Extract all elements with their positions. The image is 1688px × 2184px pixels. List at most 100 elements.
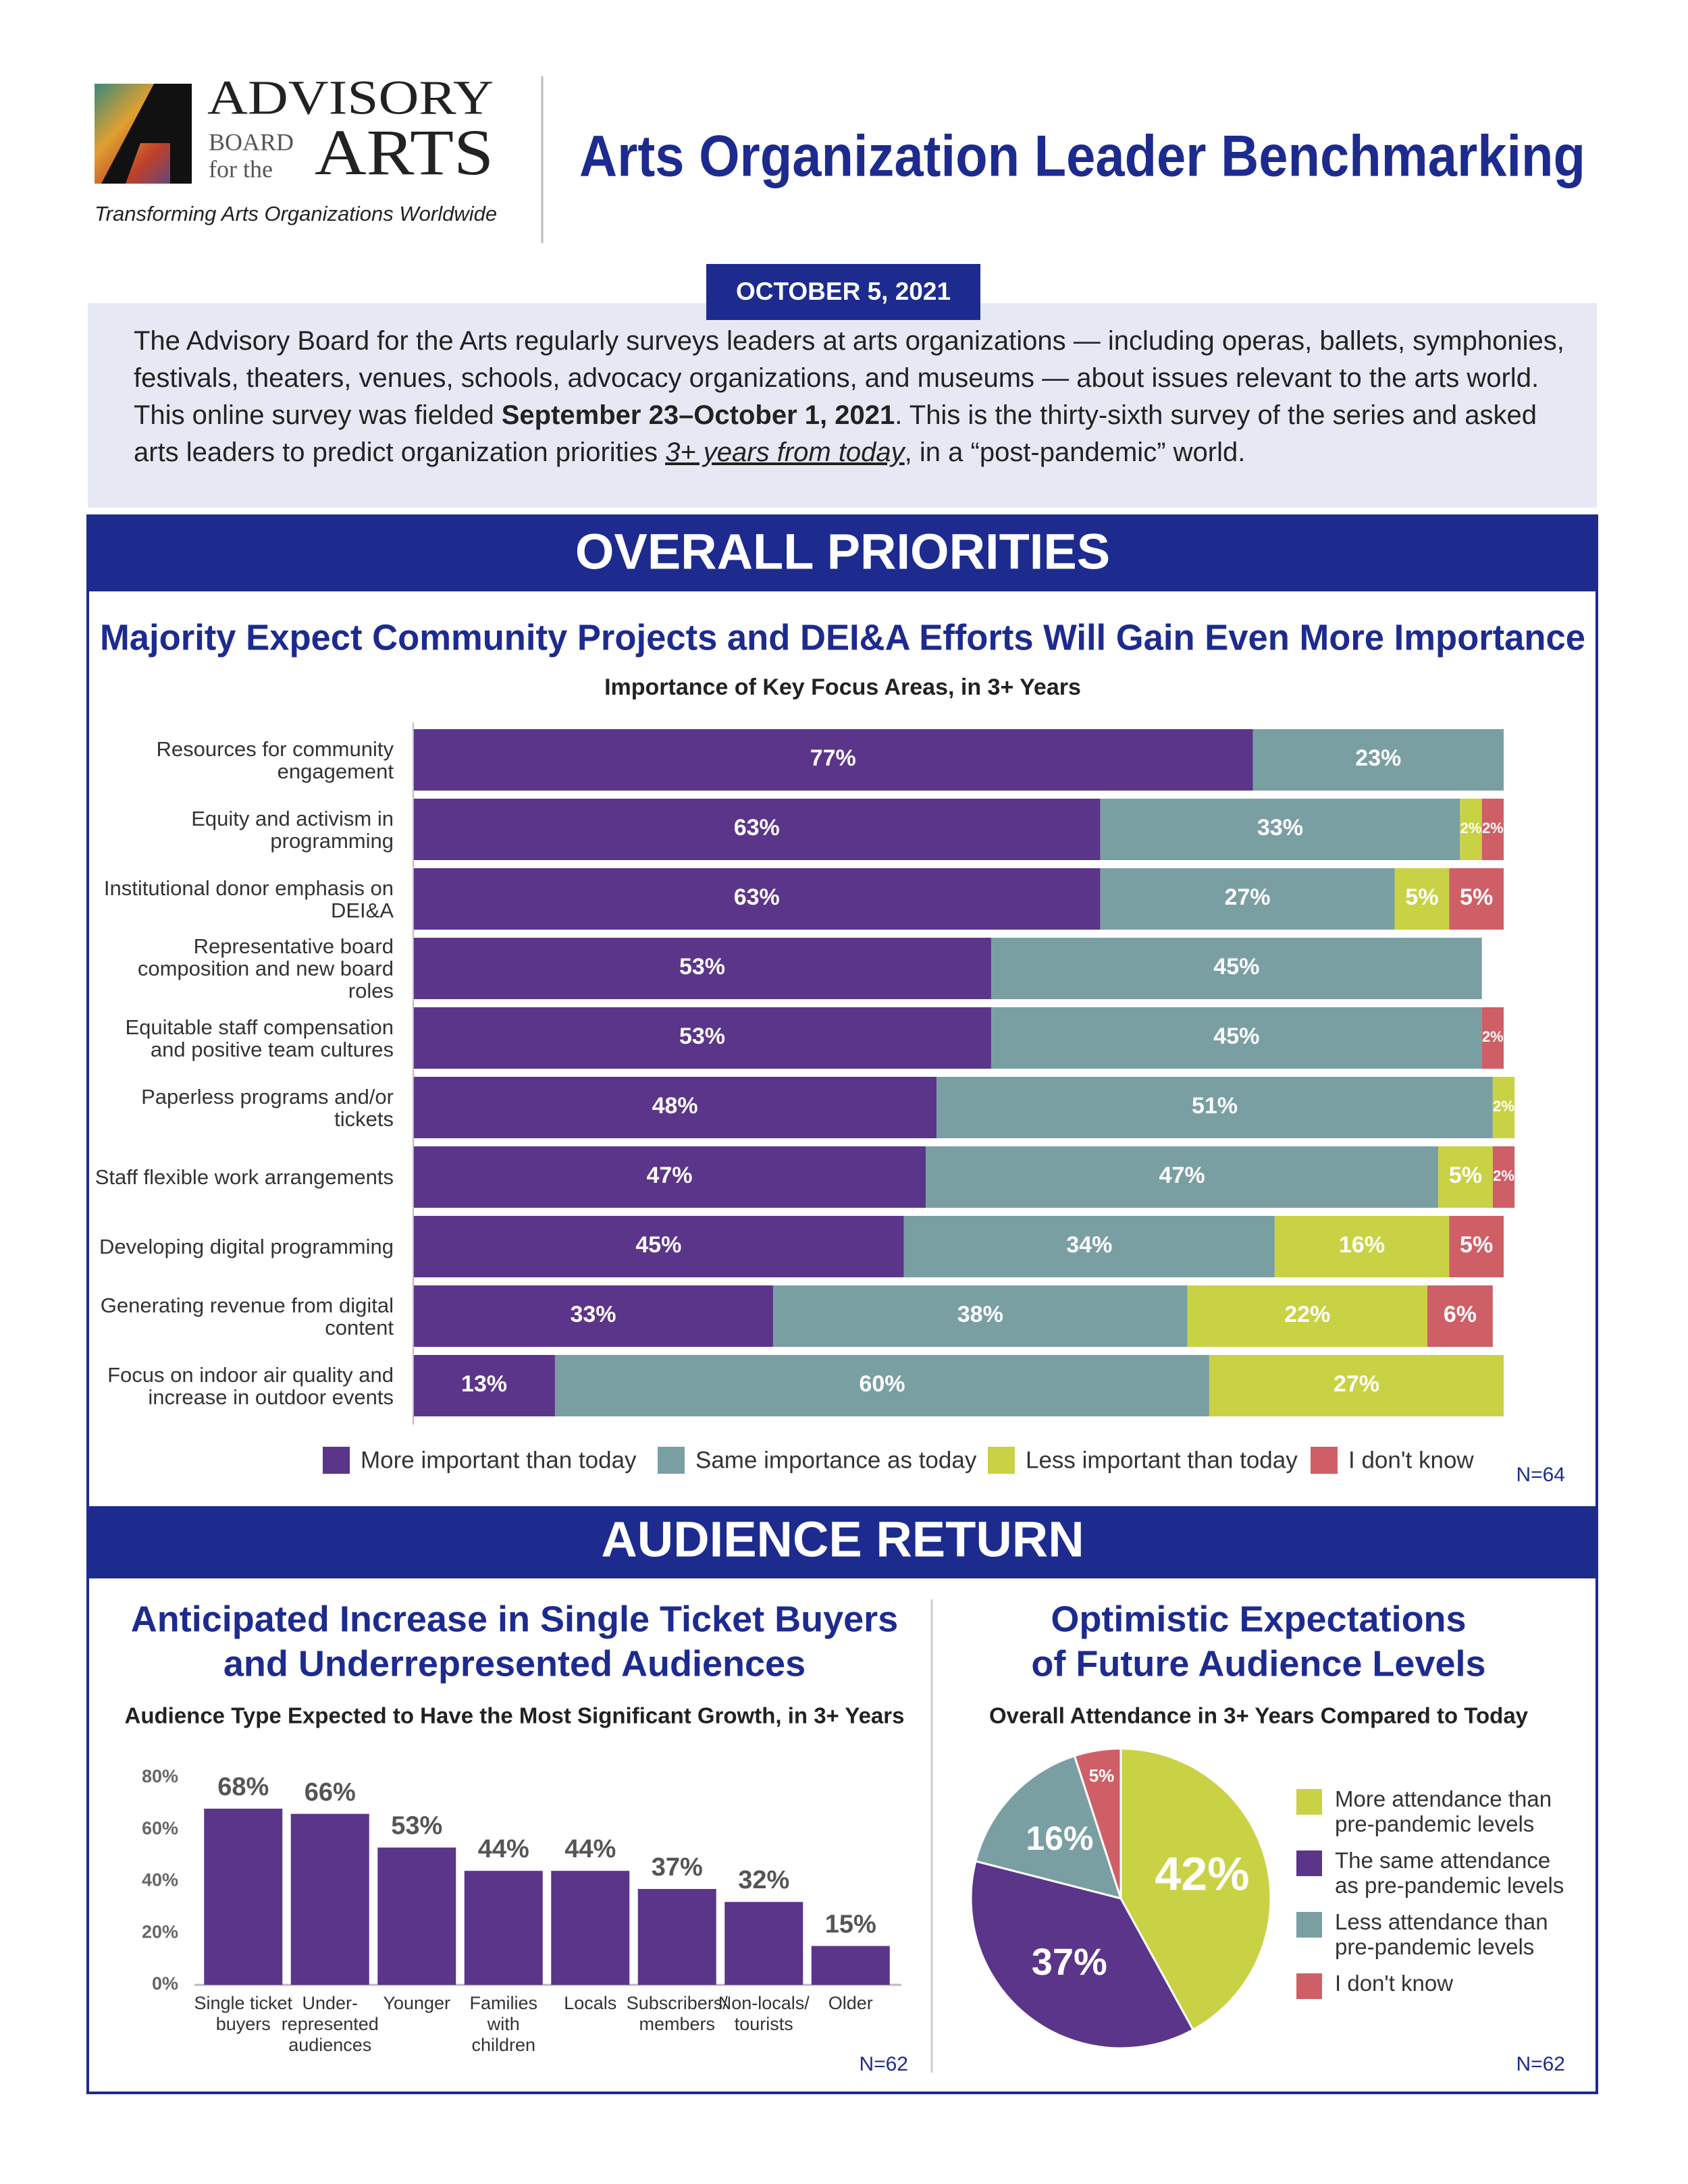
value-label: 38% (957, 1302, 1003, 1327)
bar-segment (413, 938, 991, 999)
chart-title: and Underrepresented Audiences (223, 1643, 806, 1684)
bar-segment (772, 1285, 1188, 1347)
value-label: 53% (679, 1023, 725, 1049)
note: N=62 (1516, 2053, 1565, 2075)
x-tick-label: Families with children (469, 1993, 537, 2055)
content-frame (86, 514, 1598, 2094)
value-label: 47% (1159, 1163, 1205, 1188)
bar-segment (554, 1355, 1209, 1416)
bar (551, 1871, 630, 1985)
bar-segment (1394, 868, 1450, 930)
bar-segment (1427, 1285, 1493, 1347)
intro-text: The Advisory Board for the Arts regularl… (134, 326, 1564, 430)
value-label: 37% (652, 1853, 703, 1882)
bar-segment (1438, 1146, 1493, 1208)
bar (377, 1847, 456, 1985)
value-label: 33% (570, 1302, 616, 1327)
intro: The Advisory Board for the Arts regularl… (134, 323, 1579, 471)
legend-label: I don't know (1335, 1971, 1454, 1996)
y-tick-label: Equitable staff compensation and positiv… (125, 1015, 394, 1061)
value-label: 42% (1155, 1848, 1249, 1900)
intro-text: . This is the thirty-sixth survey of the… (134, 400, 1537, 467)
intro-text: , in a “post-pandemic” world. (904, 437, 1246, 467)
bar-segment (937, 1077, 1493, 1138)
bar-segment (413, 1216, 904, 1277)
bar (811, 1946, 890, 1985)
logo-a (101, 84, 192, 184)
pie-slice (1073, 1747, 1122, 1899)
legend-label: Same importance as today (695, 1447, 977, 1473)
value-label: 47% (646, 1163, 692, 1188)
bar-segment (1100, 799, 1460, 860)
bar-segment (413, 868, 1101, 930)
bar-segment (903, 1216, 1275, 1277)
bar-segment (413, 1007, 991, 1069)
legend-label: The same attendance as pre-pandemic leve… (1335, 1848, 1564, 1898)
value-label: 66% (305, 1778, 356, 1807)
bar-segment (413, 1146, 926, 1208)
legend-label: I don't know (1348, 1447, 1474, 1473)
intro-background (88, 303, 1597, 508)
logo-text: BOARD (209, 128, 294, 155)
date-box (706, 264, 980, 320)
y-tick-label: Representative board composition and new… (137, 934, 394, 1003)
y-tick-label: 80% (142, 1766, 178, 1786)
value-label: 5% (1449, 1163, 1482, 1188)
intro-text: 3+ years from today (665, 437, 905, 467)
value-label: 2% (1482, 820, 1504, 836)
bar-segment (1187, 1285, 1427, 1347)
logo-text: ARTS (315, 116, 494, 188)
pie-slice (974, 1754, 1123, 1900)
pie-slice (970, 1859, 1194, 2050)
x-tick-label: Non-locals/ tourists (718, 1993, 810, 2034)
y-tick-label: Generating revenue from digital content (100, 1293, 394, 1339)
x-tick-label: Younger (383, 1993, 451, 2013)
chart-subtitle: Audience Type Expected to Have the Most … (125, 1703, 905, 1728)
section-title: OVERALL PRIORITIES (575, 524, 1110, 580)
value-label: 2% (1460, 820, 1482, 836)
y-tick-label: 60% (142, 1818, 178, 1838)
bar-segment (1481, 1007, 1504, 1069)
legend-swatch (1311, 1447, 1338, 1474)
value-label: 6% (1444, 1302, 1477, 1327)
bar-segment (1252, 729, 1504, 791)
chart-title: of Future Audience Levels (1031, 1643, 1485, 1684)
chart-title: Anticipated Increase in Single Ticket Bu… (131, 1599, 898, 1639)
y-tick-label: Institutional donor emphasis on DEI&A (103, 876, 394, 922)
value-label: 63% (734, 815, 780, 841)
bar-segment (413, 1355, 555, 1416)
chart-title: Optimistic Expectations (1051, 1599, 1466, 1639)
bar-segment (1100, 868, 1395, 930)
legend-swatch (1296, 1850, 1322, 1876)
bar (464, 1871, 543, 1985)
bar-segment (413, 729, 1253, 791)
value-label: 77% (810, 745, 856, 771)
bar-segment (413, 1285, 773, 1347)
x-tick-label: Under-represented audiences (281, 1993, 379, 2055)
chart-title: Majority Expect Community Projects and D… (100, 617, 1585, 658)
legend-swatch (323, 1447, 350, 1474)
y-tick-label: 0% (152, 1973, 178, 1994)
legend-label: More attendance than pre-pandemic levels (1335, 1786, 1552, 1836)
value-label: 16% (1339, 1232, 1385, 1258)
y-tick-label: Resources for community engagement (156, 737, 394, 783)
value-label: 5% (1405, 884, 1438, 910)
value-label: 5% (1460, 1232, 1493, 1258)
bar-segment (1460, 799, 1482, 860)
legend-swatch (1296, 1912, 1322, 1938)
bar-segment (1492, 1146, 1515, 1208)
value-label: 48% (652, 1093, 698, 1119)
note: N=64 (1516, 1464, 1565, 1486)
legend-swatch (1296, 1973, 1322, 1999)
value-label: 60% (859, 1371, 905, 1397)
page-title: Arts Organization Leader Benchmarking (579, 124, 1585, 189)
value-label: 32% (738, 1866, 789, 1894)
value-label: 27% (1334, 1371, 1379, 1397)
bar-segment (991, 1007, 1482, 1069)
legend-label: Less attendance than pre-pandemic levels (1335, 1909, 1548, 1959)
value-label: 16% (1026, 1819, 1093, 1857)
value-label: 68% (217, 1773, 269, 1801)
bar-segment (991, 938, 1482, 999)
